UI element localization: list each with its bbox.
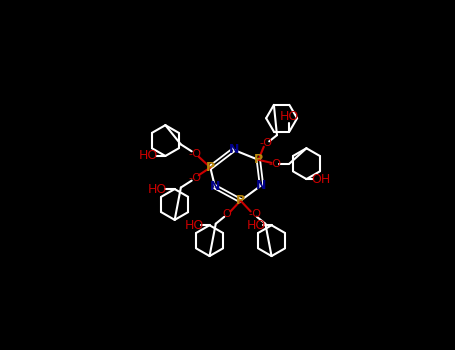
Text: -O: -O — [188, 149, 201, 159]
Text: -O: -O — [260, 138, 273, 148]
Text: P: P — [254, 153, 263, 166]
Text: HO: HO — [280, 111, 299, 124]
Text: HO: HO — [184, 219, 204, 232]
Text: P: P — [236, 194, 245, 207]
Text: -O: -O — [188, 173, 201, 183]
Text: P: P — [206, 161, 215, 174]
Text: N: N — [228, 143, 239, 156]
Text: OH: OH — [312, 173, 331, 186]
Text: -O: -O — [269, 159, 282, 169]
Text: N: N — [256, 179, 267, 192]
Text: HO: HO — [247, 219, 266, 232]
Text: -O: -O — [248, 210, 261, 219]
Text: N: N — [210, 180, 220, 193]
Text: HO: HO — [139, 149, 158, 162]
Text: O: O — [222, 210, 231, 219]
Text: HO: HO — [148, 183, 167, 196]
